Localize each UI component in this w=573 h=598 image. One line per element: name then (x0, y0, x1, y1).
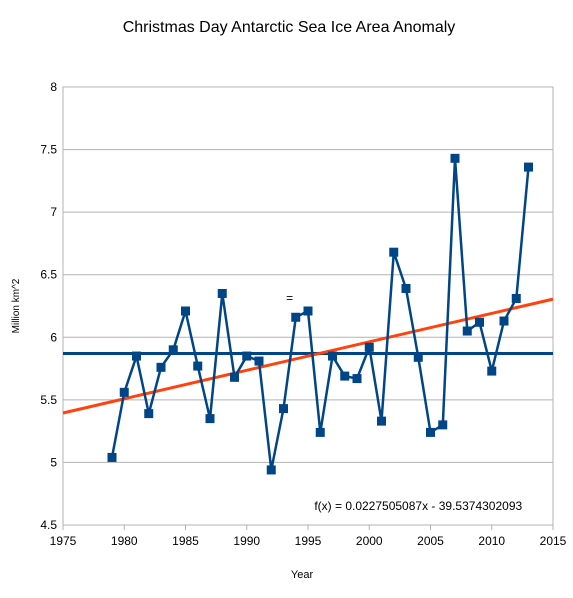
x-tick-label: 2005 (417, 534, 444, 548)
data-point (352, 374, 362, 384)
x-tick-label: 2015 (540, 534, 567, 548)
data-point (168, 345, 178, 355)
x-tick-label: 1980 (111, 534, 138, 548)
x-tick-label: 1990 (233, 534, 260, 548)
data-point (266, 465, 276, 475)
y-tick-label: 6 (50, 330, 57, 344)
gridlines (63, 86, 553, 526)
y-tick-label: 5 (50, 455, 57, 469)
y-axis-label: Million km^2 (11, 278, 22, 333)
annotation: = (286, 291, 293, 305)
data-point (156, 362, 166, 372)
x-tick-label: 2000 (356, 534, 383, 548)
data-point (499, 316, 509, 326)
y-tick-label: 8 (50, 80, 57, 94)
chart-title: Christmas Day Antarctic Sea Ice Area Ano… (123, 19, 456, 36)
data-point (364, 342, 374, 352)
y-tick-label: 5.5 (40, 393, 57, 407)
data-point (462, 326, 472, 336)
plot-area-border (62, 86, 554, 526)
data-point (303, 306, 313, 316)
series-markers (107, 153, 533, 475)
data-point (205, 414, 215, 424)
data-point (413, 352, 423, 362)
data-point (524, 162, 533, 172)
data-point (181, 306, 190, 316)
data-point (328, 351, 337, 361)
data-point (401, 283, 411, 293)
data-point (132, 351, 141, 361)
data-point (511, 293, 521, 303)
x-axis-ticks: 1975 1980 1985 1990 1995 2000 2005 2010 2015 (50, 525, 567, 548)
x-axis-label: Year (291, 569, 314, 581)
x-tick-label: 2010 (478, 534, 505, 548)
data-point (119, 387, 129, 397)
x-tick-label: 1985 (172, 534, 199, 548)
data-point (487, 366, 497, 376)
data-point (144, 409, 154, 419)
series-line (110, 158, 530, 471)
y-tick-label: 7 (50, 205, 57, 219)
x-tick-label: 1995 (295, 534, 322, 548)
data-point (389, 247, 399, 257)
data-point (475, 317, 484, 327)
y-tick-label: 7.5 (40, 143, 57, 157)
y-tick-label: 4.5 (40, 518, 57, 532)
data-point (279, 404, 288, 414)
data-point (291, 312, 301, 322)
data-point (438, 420, 448, 430)
data-point (377, 416, 386, 426)
data-point (242, 351, 252, 361)
data-point (254, 356, 264, 366)
annotations: f(x) = 0.0227505087x - 39.5374302093 = (286, 291, 522, 513)
annotation: f(x) = 0.0227505087x - 39.5374302093 (314, 499, 522, 513)
x-tick-label: 1975 (50, 534, 77, 548)
data-point (193, 361, 203, 371)
data-point (450, 153, 460, 163)
data-point (426, 427, 435, 437)
data-point (107, 452, 117, 462)
data-point (340, 371, 350, 381)
data-point (230, 372, 239, 382)
data-point (217, 288, 227, 298)
y-axis-ticks: 4.5 5 5.5 6 6.5 7 7.5 8 (40, 80, 57, 532)
data-point (315, 427, 325, 437)
y-tick-label: 6.5 (40, 268, 57, 282)
